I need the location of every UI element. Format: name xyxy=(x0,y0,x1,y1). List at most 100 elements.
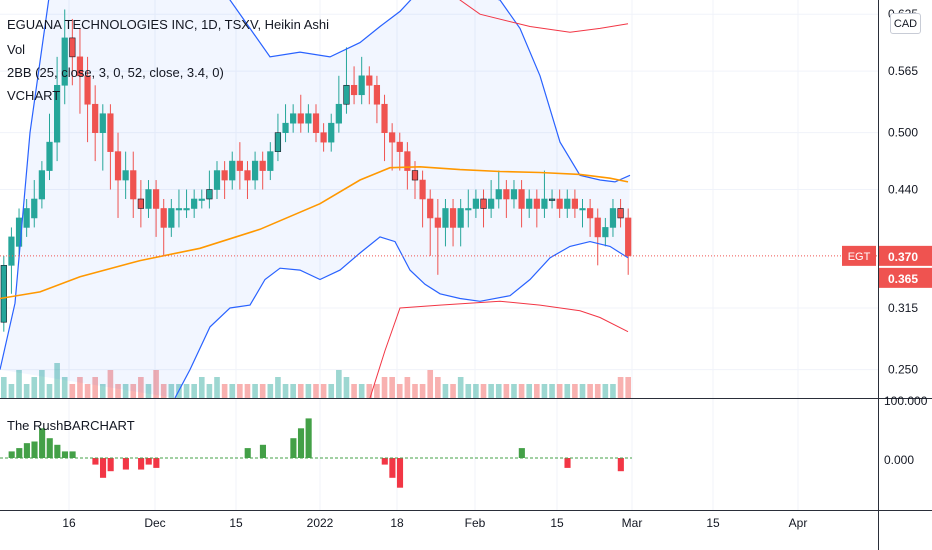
price-axis-label: 0.440 xyxy=(888,183,918,197)
candle-body xyxy=(274,132,282,152)
candle-body xyxy=(198,198,205,201)
volume-bar xyxy=(54,363,60,398)
candle-body xyxy=(427,198,434,219)
candle-body xyxy=(564,198,571,209)
candle-body xyxy=(130,170,137,200)
bollinger-legend[interactable]: 2BB (25, close, 3, 0, 52, close, 3.4, 0) xyxy=(7,65,224,80)
candle-body xyxy=(609,208,617,228)
outer-upper-band-line xyxy=(459,0,629,33)
volume-bar xyxy=(381,377,388,398)
candle-body xyxy=(503,189,510,200)
candle-body xyxy=(434,217,441,228)
candle-body xyxy=(137,198,144,209)
candle-body xyxy=(61,37,68,86)
volume-bar xyxy=(84,384,91,398)
subpane-title[interactable]: The RushBARCHART xyxy=(7,418,135,433)
price-axis-label: 0.500 xyxy=(888,126,918,140)
volume-bars xyxy=(1,363,631,398)
candle-body xyxy=(411,170,419,181)
volume-bar xyxy=(351,384,357,398)
volume-bar xyxy=(534,384,540,398)
rush-bar xyxy=(54,444,61,458)
rush-bar xyxy=(122,458,129,470)
volume-bar xyxy=(107,370,114,398)
volume-bar xyxy=(450,384,456,398)
rush-bar xyxy=(259,444,267,458)
volume-bar xyxy=(396,384,403,398)
volume-bar xyxy=(442,384,449,398)
volume-bar xyxy=(313,384,319,398)
candle-body xyxy=(251,160,259,181)
candle-body xyxy=(145,189,152,209)
candle-body xyxy=(69,37,76,58)
candle-body xyxy=(594,217,601,238)
volume-bar xyxy=(297,384,304,398)
volume-bar xyxy=(168,384,175,398)
candle-body xyxy=(472,198,480,209)
candle-body xyxy=(168,208,175,228)
outer-lower-band-line xyxy=(369,300,629,399)
candle-body xyxy=(320,132,327,143)
candle-body xyxy=(23,208,30,228)
candle-body xyxy=(122,170,129,181)
volume-bar xyxy=(237,384,243,398)
candle-body xyxy=(541,198,548,209)
candle-body xyxy=(290,113,297,124)
candle-body xyxy=(358,75,365,96)
volume-bar xyxy=(526,384,533,398)
candle-body xyxy=(8,236,15,266)
volume-bar xyxy=(183,384,190,398)
rush-bar xyxy=(61,451,69,458)
time-axis[interactable]: 16 Dec 15 2022 18 Feb 15 Mar 15 Apr xyxy=(62,516,807,530)
rush-bar xyxy=(69,451,76,458)
candlesticks[interactable] xyxy=(0,9,632,332)
time-axis-label: Dec xyxy=(144,516,165,530)
bollinger-band-fill xyxy=(0,0,630,398)
rush-bar xyxy=(16,448,23,458)
candle-body xyxy=(236,160,243,171)
time-axis-label: 15 xyxy=(229,516,243,530)
candle-body xyxy=(46,141,53,171)
volume-bar xyxy=(602,384,609,398)
time-axis-label: 15 xyxy=(550,516,564,530)
time-axis-label: Apr xyxy=(789,516,808,530)
last-price-label: 0.370 xyxy=(888,250,918,264)
candle-body xyxy=(328,122,335,143)
rush-bar xyxy=(23,443,30,458)
sub-axis[interactable]: 100.000 0.000 xyxy=(884,394,928,467)
time-axis-label: Mar xyxy=(622,516,643,530)
candle-body xyxy=(404,151,411,171)
currency-button[interactable]: CAD xyxy=(890,13,921,34)
time-axis-label: 16 xyxy=(62,516,76,530)
candle-body xyxy=(244,170,251,181)
volume-bar xyxy=(92,377,98,398)
volume-bar xyxy=(290,384,296,398)
rush-bar xyxy=(297,428,305,458)
volume-bar xyxy=(115,384,121,398)
rush-bar xyxy=(99,458,107,478)
volume-bar xyxy=(206,384,213,398)
volume-bar xyxy=(336,370,342,398)
candle-body xyxy=(457,208,464,228)
candle-body xyxy=(381,103,388,133)
candle-body xyxy=(84,75,91,105)
candle-body xyxy=(152,189,160,209)
volume-bar xyxy=(153,370,159,398)
volume-bar xyxy=(31,377,38,398)
candle-body xyxy=(267,151,274,171)
volume-bar xyxy=(16,370,22,398)
candle-body xyxy=(31,198,38,219)
candle-body xyxy=(191,198,198,209)
low-price-label: 0.365 xyxy=(888,272,918,286)
vchart-legend[interactable]: VCHART xyxy=(7,88,61,103)
volume-bar xyxy=(488,384,494,398)
rush-bar xyxy=(389,458,396,478)
candle-body xyxy=(221,170,228,181)
volume-legend[interactable]: Vol xyxy=(7,42,26,57)
candle-body xyxy=(488,198,495,209)
rush-bar xyxy=(39,428,46,458)
symbol-legend[interactable]: EGUANA TECHNOLOGIES INC, 1D, TSXV, Heiki… xyxy=(7,17,329,32)
